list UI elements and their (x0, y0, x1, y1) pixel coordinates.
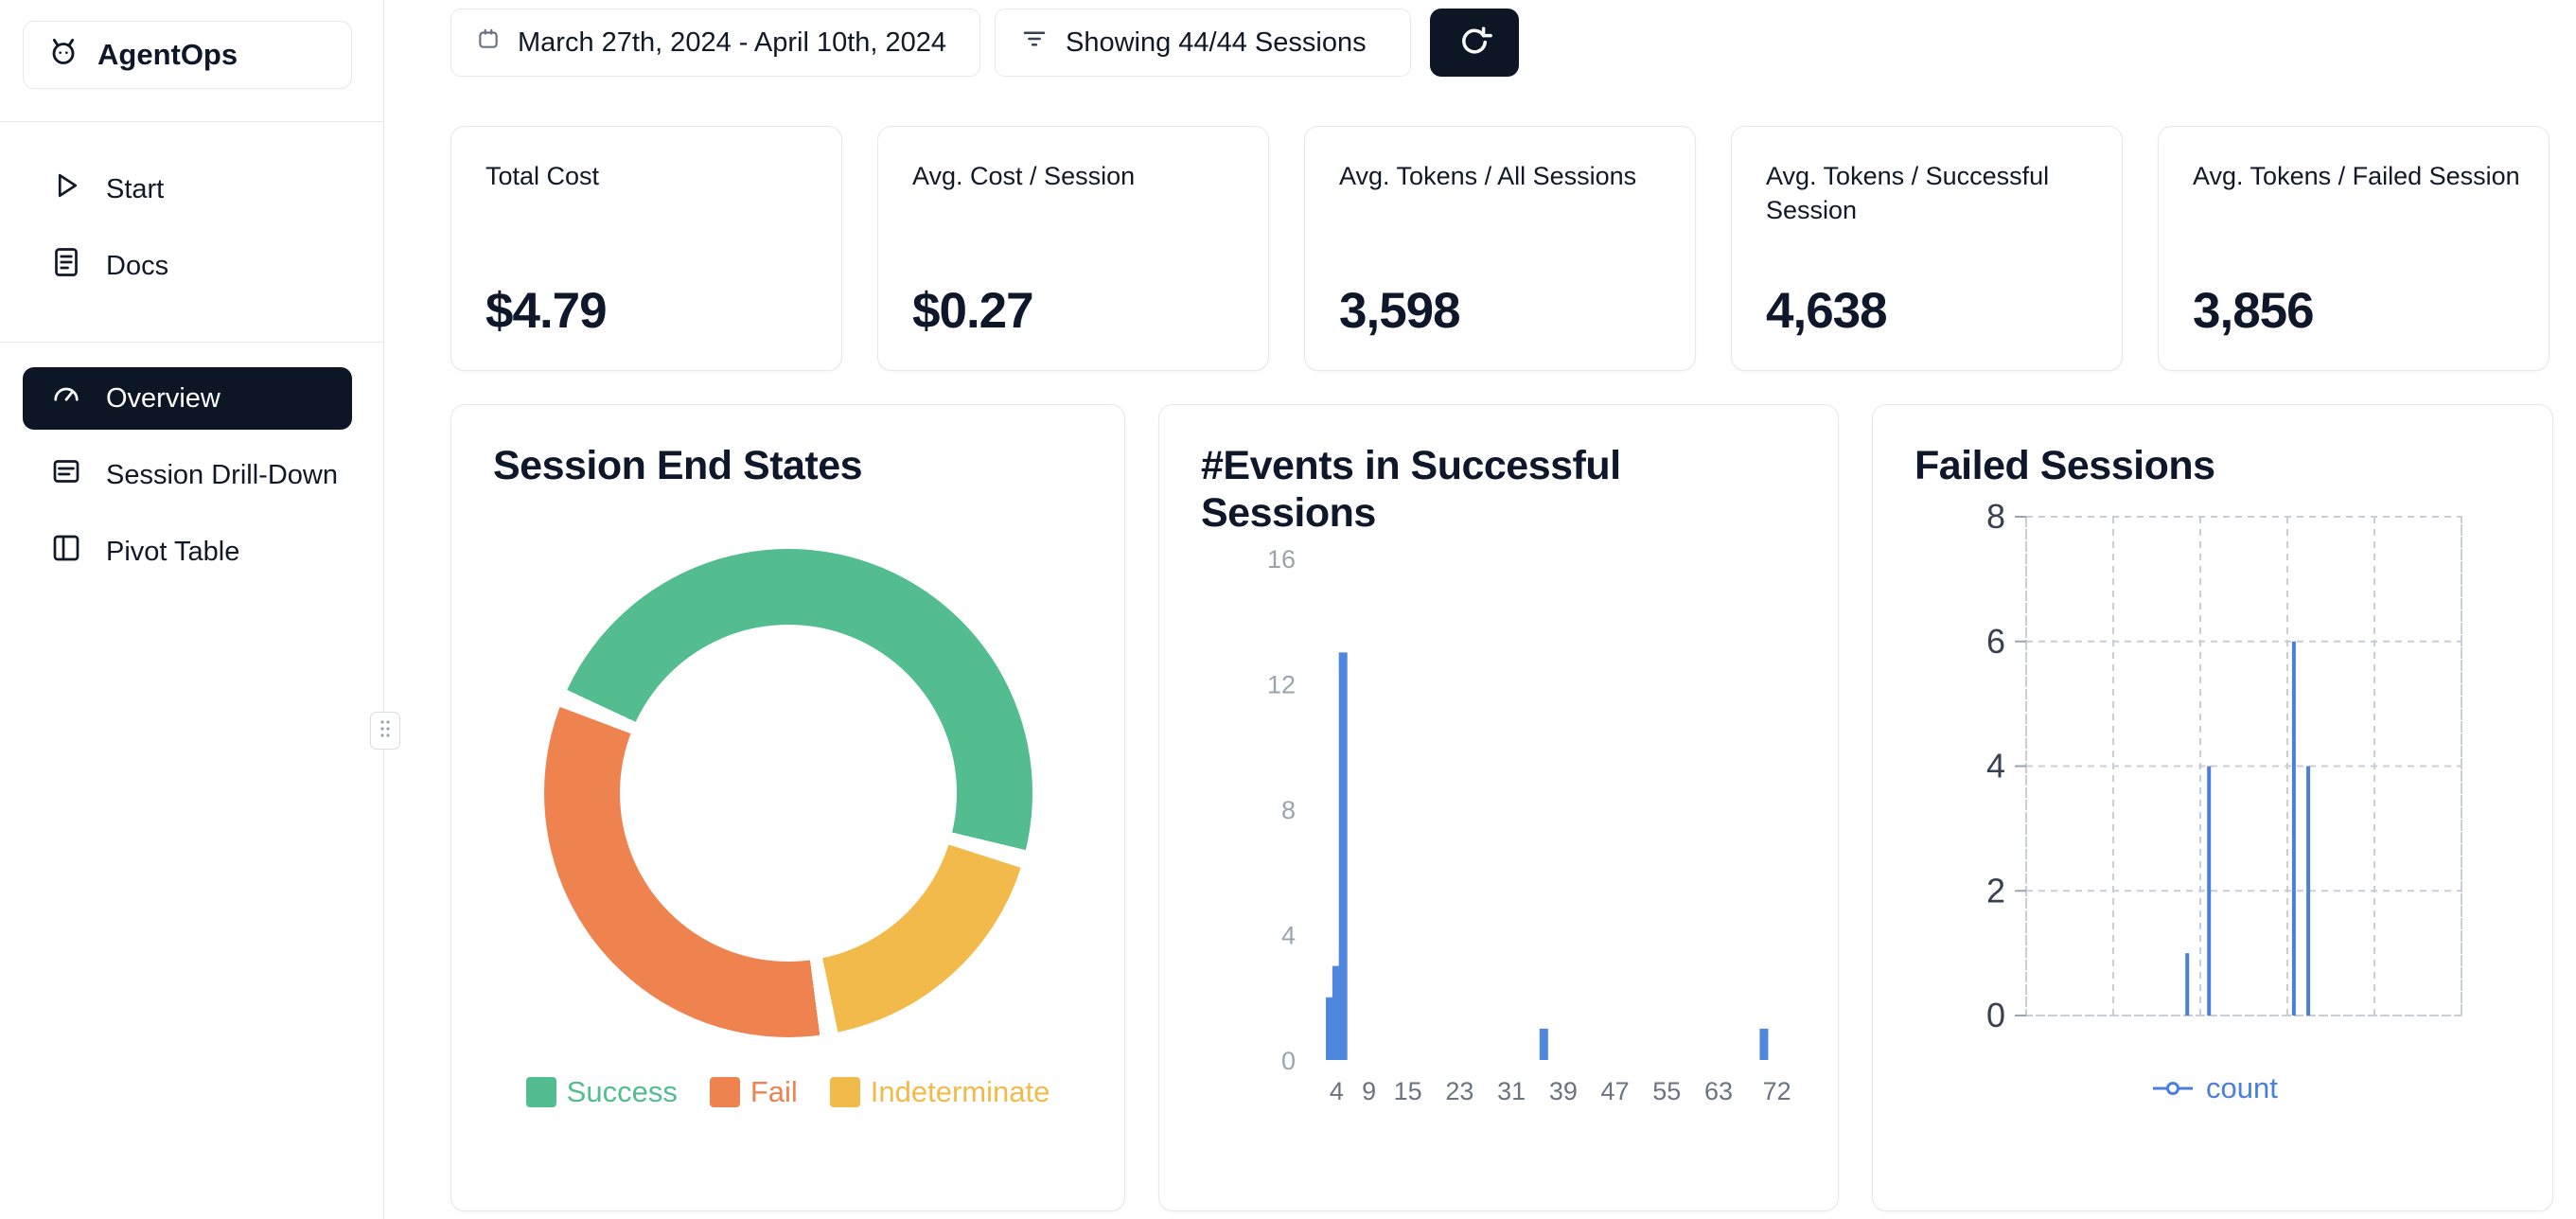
legend-swatch (829, 1076, 860, 1107)
stat-cards-row: Total Cost $4.79 Avg. Cost / Session $0.… (450, 126, 2550, 371)
stat-value: $4.79 (485, 283, 608, 339)
stat-card-avg-tokens-successful: Avg. Tokens / Successful Session 4,638 (1731, 126, 2123, 371)
filter-icon (1020, 25, 1049, 61)
sidebar-item-label: Start (106, 173, 165, 204)
svg-text:9: 9 (1362, 1077, 1376, 1105)
sidebar-divider (0, 342, 383, 343)
svg-text:6: 6 (1986, 622, 2005, 661)
stat-value: 4,638 (1766, 283, 1888, 339)
sessions-filter-label: Showing 44/44 Sessions (1066, 26, 1367, 58)
legend-item-success[interactable]: Success (525, 1074, 678, 1109)
stat-label: Avg. Cost / Session (912, 162, 1136, 190)
sidebar-item-label: Session Drill-Down (106, 459, 338, 490)
donut-legend: Success Fail Indeterminate (493, 1075, 1083, 1109)
svg-text:4: 4 (1330, 1077, 1344, 1105)
legend-item-indeterminate[interactable]: Indeterminate (829, 1074, 1050, 1109)
gauge-icon (49, 378, 83, 419)
svg-text:4: 4 (1281, 921, 1296, 949)
failed-sessions-chart[interactable]: 0 2 4 6 8 (1932, 504, 2499, 1071)
date-range-button[interactable]: March 27th, 2024 - April 10th, 2024 (450, 9, 980, 77)
svg-text:8: 8 (1281, 796, 1296, 824)
svg-text:23: 23 (1445, 1077, 1473, 1105)
svg-text:4: 4 (1986, 746, 2005, 785)
sidebar-divider (0, 121, 383, 122)
svg-text:39: 39 (1549, 1077, 1578, 1105)
sidebar-item-session-drill-down[interactable]: Session Drill-Down (23, 442, 352, 508)
svg-text:16: 16 (1267, 545, 1296, 574)
sidebar-item-start[interactable]: Start (23, 156, 352, 222)
sidebar: AgentOps Start Docs (0, 0, 384, 1219)
legend-swatch (525, 1076, 556, 1107)
failed-sessions-card: Failed Sessions 0 2 4 6 8 count (1872, 404, 2553, 1211)
stat-label: Avg. Tokens / Failed Session (2193, 162, 2520, 190)
svg-text:15: 15 (1394, 1077, 1422, 1105)
rows-icon (49, 454, 83, 496)
legend-swatch (709, 1076, 740, 1107)
sessions-filter-button[interactable]: Showing 44/44 Sessions (995, 9, 1411, 77)
stat-label: Avg. Tokens / All Sessions (1339, 162, 1637, 190)
play-icon (49, 168, 83, 210)
legend-label: Indeterminate (870, 1074, 1050, 1108)
count-legend-label: count (2206, 1070, 2278, 1104)
refresh-button[interactable] (1430, 9, 1519, 77)
svg-text:0: 0 (1986, 996, 2005, 1034)
svg-text:55: 55 (1652, 1077, 1681, 1105)
calendar-icon (476, 26, 501, 59)
chart-title: Failed Sessions (1914, 443, 2215, 488)
sidebar-item-label: Docs (106, 250, 169, 281)
stat-label: Avg. Tokens / Successful Session (1766, 162, 2050, 225)
legend-label: Success (566, 1074, 678, 1108)
charts-row: Session End States Success Fail Indeterm… (450, 404, 2553, 1211)
svg-text:72: 72 (1763, 1077, 1791, 1105)
sidebar-item-docs[interactable]: Docs (23, 233, 352, 299)
sidebar-resize-handle[interactable] (370, 712, 400, 750)
svg-text:0: 0 (1281, 1047, 1296, 1075)
brand-name: AgentOps (97, 38, 238, 71)
svg-text:63: 63 (1704, 1077, 1733, 1105)
stat-card-avg-cost-session: Avg. Cost / Session $0.27 (877, 126, 1269, 371)
stat-card-total-cost: Total Cost $4.79 (450, 126, 842, 371)
agentops-logo-icon (44, 32, 82, 78)
brand-card[interactable]: AgentOps (23, 21, 352, 89)
sidebar-item-overview[interactable]: Overview (23, 367, 352, 430)
sidebar-item-pivot-table[interactable]: Pivot Table (23, 519, 352, 585)
sidebar-item-label: Overview (106, 382, 221, 414)
stat-value: 3,856 (2193, 283, 2315, 339)
pivot-icon (49, 531, 83, 573)
svg-text:12: 12 (1267, 670, 1296, 698)
legend-label: Fail (750, 1074, 798, 1108)
line-marker-icon (2151, 1071, 2195, 1105)
legend-item-fail[interactable]: Fail (709, 1074, 798, 1109)
svg-text:2: 2 (1986, 871, 2005, 910)
stat-value: 3,598 (1339, 283, 1461, 339)
stat-card-avg-tokens-all: Avg. Tokens / All Sessions 3,598 (1304, 126, 1696, 371)
events-in-successful-sessions-card: #Events in Successful Sessions 0 4 8 12 16 4 9… (1158, 404, 1839, 1211)
svg-text:31: 31 (1497, 1077, 1526, 1105)
stat-card-avg-tokens-failed: Avg. Tokens / Failed Session 3,856 (2158, 126, 2550, 371)
svg-text:8: 8 (1986, 504, 2005, 536)
refresh-icon (1456, 22, 1493, 64)
sidebar-item-label: Pivot Table (106, 536, 240, 567)
stat-value: $0.27 (912, 283, 1034, 339)
chart-title: #Events in Successful Sessions (1201, 443, 1621, 536)
svg-text:47: 47 (1601, 1077, 1630, 1105)
chart-title: Session End States (493, 443, 863, 488)
session-end-states-card: Session End States Success Fail Indeterm… (450, 404, 1125, 1211)
grip-icon (379, 718, 392, 744)
docs-icon (49, 245, 83, 287)
stat-label: Total Cost (485, 162, 600, 190)
count-legend[interactable]: count (2151, 1071, 2511, 1105)
date-range-label: March 27th, 2024 - April 10th, 2024 (518, 26, 947, 58)
session-end-states-donut-chart[interactable] (543, 548, 1032, 1037)
